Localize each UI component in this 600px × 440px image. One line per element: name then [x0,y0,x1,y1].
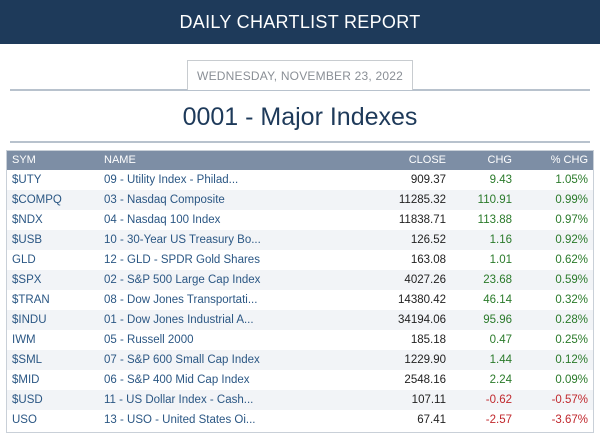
column-header-close[interactable]: CLOSE [320,150,452,170]
table-row[interactable]: $TRAN 08 - Dow Jones Transportati... 14380… [6,290,594,310]
row-symbol-link[interactable]: GLD [12,254,36,266]
table-header-row: SYM NAME CLOSE CHG % CHG [6,150,594,170]
table-row[interactable]: IWM 05 - Russell 2000 185.18 0.47 0.25% [6,330,594,350]
row-pct-change-value: 1.05% [555,174,588,186]
row-pct-change-value: 0.09% [555,374,588,386]
report-header: DAILY CHARTLIST REPORT [0,0,600,44]
table-row[interactable]: $SML 07 - S&P 600 Small Cap Index 1229.90 1… [6,350,594,370]
row-name-link[interactable]: 11 - US Dollar Index - Cash... [98,390,320,410]
row-pct-change-value: 0.12% [518,350,594,370]
row-close-value: 909.37 [410,174,446,186]
row-close-value: 107.11 [320,390,452,410]
row-name-link[interactable]: 10 - 30-Year US Treasury Bo... [98,230,320,250]
row-close-value: 11285.32 [320,190,452,210]
row-pct-change-value: 0.25% [555,334,588,346]
row-pct-change-value: 0.97% [555,214,588,226]
table-row[interactable]: $SPX 02 - S&P 500 Large Cap Index 4027.26 2… [6,270,594,290]
table-row[interactable]: $NDX 04 - Nasdaq 100 Index 11838.71 113.88 0… [6,210,594,230]
row-name-link[interactable]: 12 - GLD - SPDR Gold Shares [104,254,260,266]
row-symbol-link[interactable]: $SML [6,350,98,370]
column-header-pct-chg[interactable]: % CHG [518,150,594,170]
row-close-value: 163.08 [410,254,446,266]
table-row[interactable]: GLD 12 - GLD - SPDR Gold Shares 163.08 1.01… [6,250,594,270]
row-name-link[interactable]: 02 - S&P 500 Large Cap Index [98,270,320,290]
row-change-value: 1.16 [452,230,518,250]
row-symbol-link[interactable]: $UTY [12,174,42,186]
row-close-value: 34194.06 [320,310,452,330]
row-name-link[interactable]: 04 - Nasdaq 100 Index [104,214,221,226]
row-name-link[interactable]: 08 - Dow Jones Transportati... [104,294,258,306]
row-close-value: 1229.90 [320,350,452,370]
row-pct-change-value: 0.62% [555,254,588,266]
table-row[interactable]: $UTY 09 - Utility Index - Philad... 909.37… [6,170,594,190]
index-table: SYM NAME CLOSE CHG % CHG $UTY 09 - Utilit… [6,150,594,430]
row-symbol-link[interactable]: $SPX [6,270,98,290]
row-close-value: 126.52 [320,230,452,250]
row-change-value: 1.01 [489,254,512,266]
title-divider [10,141,590,143]
row-name-link[interactable]: 13 - USO - United States Oi... [104,414,256,426]
row-pct-change-value: 0.59% [518,270,594,290]
row-symbol-link[interactable]: $NDX [12,214,43,226]
table-row[interactable]: $COMPQ 03 - Nasdaq Composite 11285.32 110.9… [6,190,594,210]
row-symbol-link[interactable]: $COMPQ [6,190,98,210]
row-change-value: 9.43 [489,174,512,186]
row-symbol-link[interactable]: $USD [6,390,98,410]
row-close-value: 2548.16 [404,374,446,386]
row-pct-change-value: 0.28% [518,310,594,330]
row-pct-change-value: -3.67% [551,414,588,426]
table-row[interactable]: $USB 10 - 30-Year US Treasury Bo... 126.52… [6,230,594,250]
row-change-value: 0.47 [489,334,512,346]
row-close-value: 185.18 [410,334,446,346]
row-name-link[interactable]: 03 - Nasdaq Composite [98,190,320,210]
table-row[interactable]: $MID 06 - S&P 400 Mid Cap Index 2548.16 2.2… [6,370,594,390]
row-close-value: 4027.26 [320,270,452,290]
date-divider [10,89,590,91]
row-symbol-link[interactable]: IWM [12,334,36,346]
row-pct-change-value: 0.32% [555,294,588,306]
table-row[interactable]: $INDU 01 - Dow Jones Industrial A... 34194… [6,310,594,330]
row-change-value: -2.57 [485,414,512,426]
row-name-link[interactable]: 05 - Russell 2000 [104,334,194,346]
table-row[interactable]: $USD 11 - US Dollar Index - Cash... 107.11… [6,390,594,410]
row-name-link[interactable]: 09 - Utility Index - Philad... [104,174,239,186]
report-date: WEDNESDAY, NOVEMBER 23, 2022 [187,60,413,90]
row-close-value: 14380.42 [398,294,446,306]
row-change-value: 113.88 [477,214,512,226]
row-symbol-link[interactable]: $TRAN [12,294,50,306]
row-change-value: 23.68 [452,270,518,290]
row-pct-change-value: 0.99% [518,190,594,210]
row-change-value: 110.91 [452,190,518,210]
row-change-value: 95.96 [452,310,518,330]
row-symbol-link[interactable]: $INDU [6,310,98,330]
row-change-value: 1.44 [452,350,518,370]
row-change-value: 46.14 [483,294,512,306]
column-header-sym[interactable]: SYM [6,150,98,170]
row-change-value: -0.62 [452,390,518,410]
row-symbol-link[interactable]: $USB [6,230,98,250]
row-symbol-link[interactable]: USO [12,414,37,426]
row-close-value: 11838.71 [398,214,446,226]
chartlist-title: 0001 - Major Indexes [182,103,418,131]
table-row[interactable]: USO 13 - USO - United States Oi... 67.41 -2… [6,410,594,430]
row-symbol-link[interactable]: $MID [12,374,40,386]
row-close-value: 67.41 [417,414,446,426]
row-change-value: 2.24 [489,374,512,386]
row-name-link[interactable]: 06 - S&P 400 Mid Cap Index [104,374,250,386]
column-header-chg[interactable]: CHG [452,150,518,170]
row-name-link[interactable]: 07 - S&P 600 Small Cap Index [98,350,320,370]
row-pct-change-value: -0.57% [518,390,594,410]
column-header-name[interactable]: NAME [98,150,320,170]
row-name-link[interactable]: 01 - Dow Jones Industrial A... [98,310,320,330]
report-title: DAILY CHARTLIST REPORT [179,11,421,32]
row-pct-change-value: 0.92% [518,230,594,250]
